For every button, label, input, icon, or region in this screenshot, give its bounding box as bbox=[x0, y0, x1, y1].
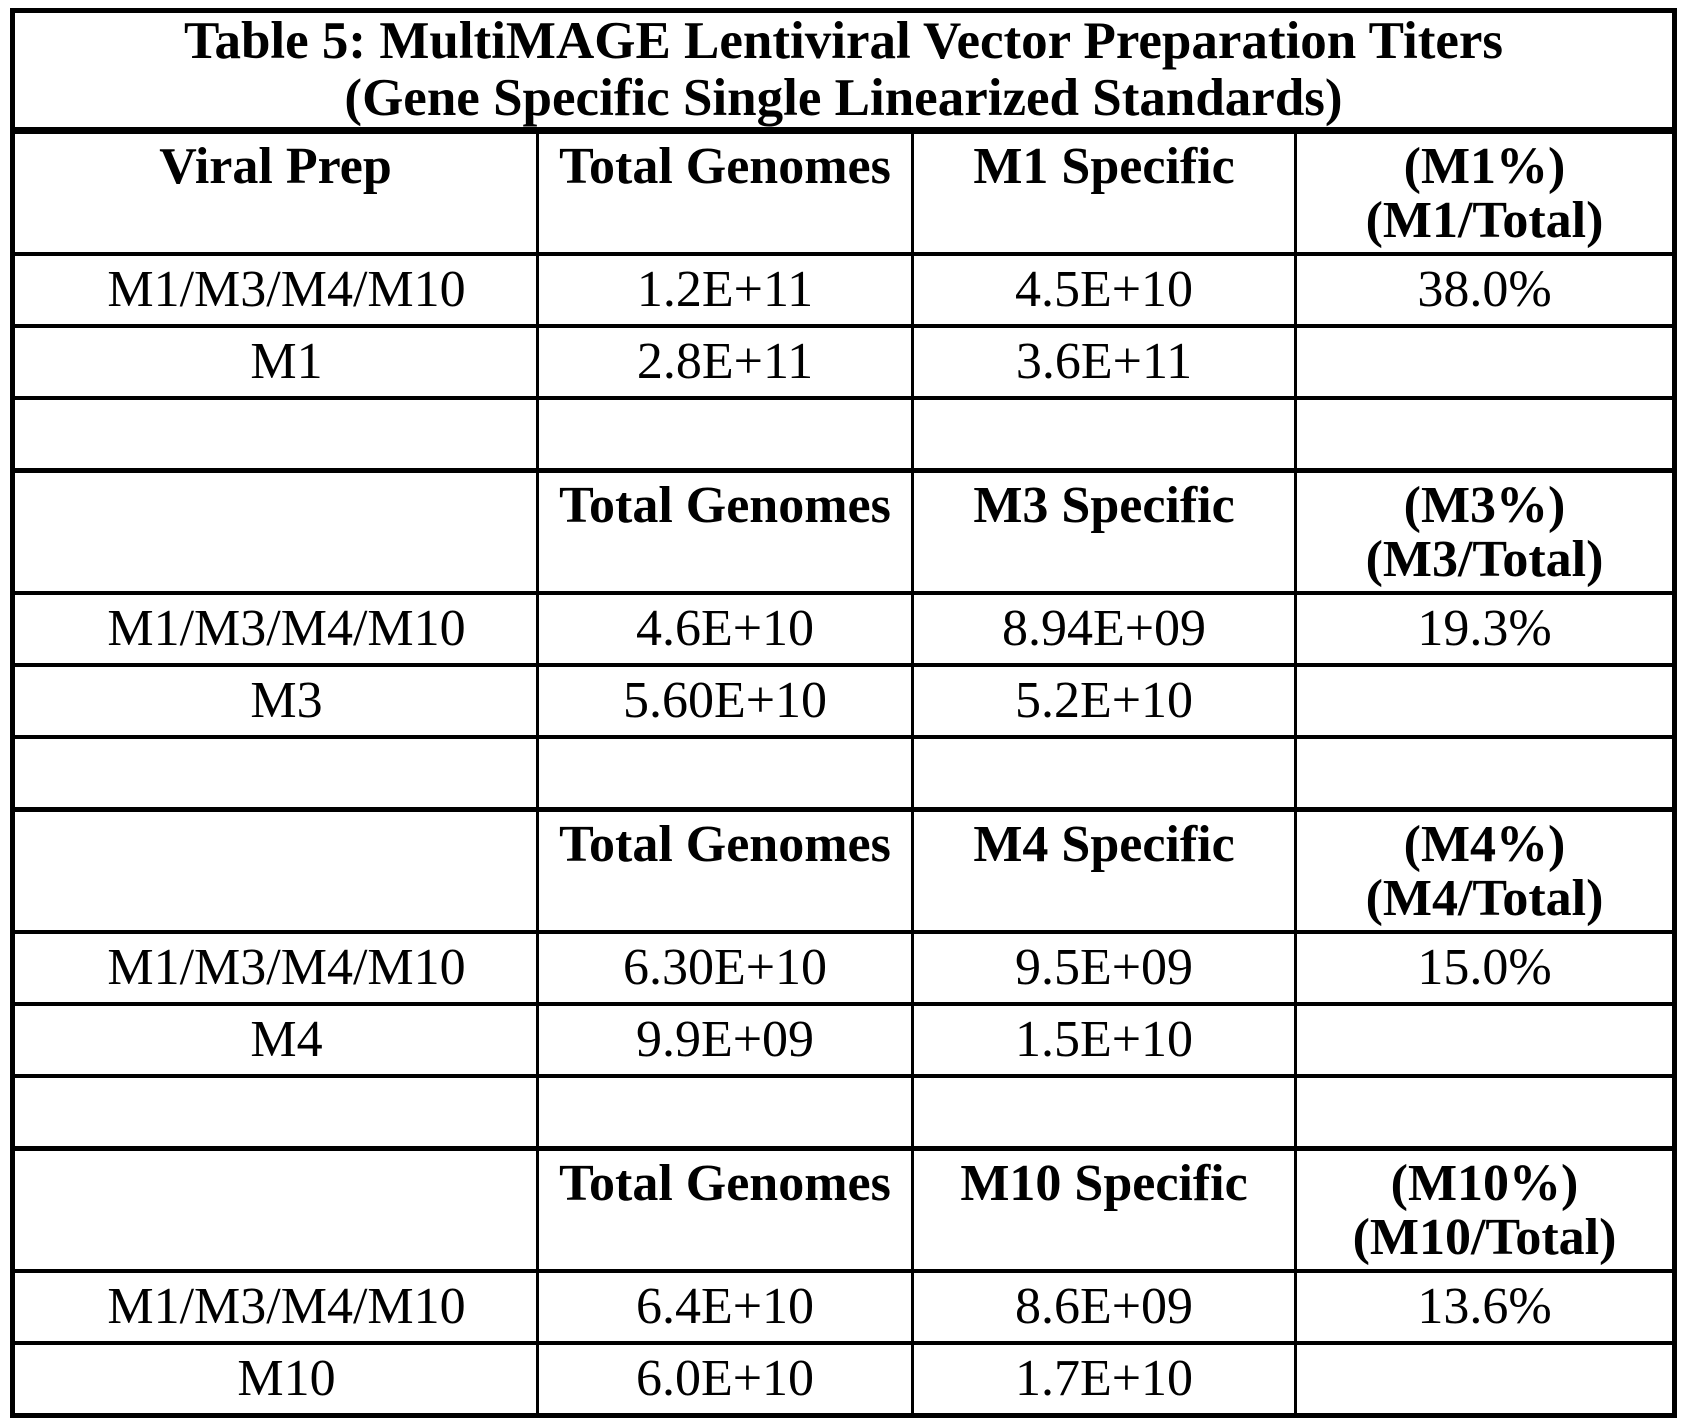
cell-total-genomes: 6.30E+10 bbox=[536, 930, 914, 1006]
cell-specific: 8.6E+09 bbox=[911, 1269, 1297, 1345]
cell-viral-prep: M3 bbox=[11, 663, 539, 739]
header-m4-specific: M4 Specific bbox=[911, 807, 1297, 934]
cell-percent bbox=[1294, 1341, 1676, 1418]
empty-cell bbox=[1294, 396, 1676, 473]
cell-total-genomes: 4.6E+10 bbox=[536, 591, 914, 667]
header-m1-percent-line2: (M1/Total) bbox=[1365, 192, 1604, 249]
empty-cell bbox=[911, 396, 1297, 473]
empty-cell bbox=[911, 1074, 1297, 1151]
spacer-row bbox=[11, 396, 1676, 473]
header-m10-percent-line1: (M10%) bbox=[1390, 1155, 1579, 1212]
table-title-cell: Table 5: MultiMAGE Lentiviral Vector Pre… bbox=[11, 8, 1676, 134]
empty-cell bbox=[11, 1074, 539, 1151]
cell-total-genomes: 6.0E+10 bbox=[536, 1341, 914, 1418]
table-title-line1: Table 5: MultiMAGE Lentiviral Vector Pre… bbox=[183, 12, 1504, 70]
table-title-row: Table 5: MultiMAGE Lentiviral Vector Pre… bbox=[11, 8, 1676, 134]
cell-total-genomes: 2.8E+11 bbox=[536, 324, 914, 400]
cell-percent bbox=[1294, 324, 1676, 400]
table-row: M1/M3/M4/M10 6.4E+10 8.6E+09 13.6% bbox=[11, 1269, 1676, 1345]
table-row: M4 9.9E+09 1.5E+10 bbox=[11, 1002, 1676, 1078]
header-m3-percent-line2: (M3/Total) bbox=[1365, 531, 1604, 588]
cell-viral-prep: M1 bbox=[11, 324, 539, 400]
header-m4-percent-line2: (M4/Total) bbox=[1365, 870, 1604, 927]
table-row: M1/M3/M4/M10 6.30E+10 9.5E+09 15.0% bbox=[11, 930, 1676, 1006]
cell-total-genomes: 9.9E+09 bbox=[536, 1002, 914, 1078]
section-m10-header-row: Total Genomes M10 Specific (M10%) (M10/T… bbox=[11, 1146, 1676, 1273]
table-row: M1/M3/M4/M10 1.2E+11 4.5E+10 38.0% bbox=[11, 252, 1676, 328]
table-row: M3 5.60E+10 5.2E+10 bbox=[11, 663, 1676, 739]
cell-viral-prep: M1/M3/M4/M10 bbox=[11, 1269, 539, 1345]
header-m10-percent-line2: (M10/Total) bbox=[1352, 1209, 1617, 1266]
table-row: M1/M3/M4/M10 4.6E+10 8.94E+09 19.3% bbox=[11, 591, 1676, 667]
cell-viral-prep: M10 bbox=[11, 1341, 539, 1418]
cell-percent: 13.6% bbox=[1294, 1269, 1676, 1345]
header-m10-specific: M10 Specific bbox=[911, 1146, 1297, 1273]
cell-specific: 9.5E+09 bbox=[911, 930, 1297, 1006]
cell-specific: 1.5E+10 bbox=[911, 1002, 1297, 1078]
cell-specific: 8.94E+09 bbox=[911, 591, 1297, 667]
header-m3-percent: (M3%) (M3/Total) bbox=[1294, 468, 1676, 595]
section-m3-header-row: Total Genomes M3 Specific (M3%) (M3/Tota… bbox=[11, 468, 1676, 595]
table-row: M10 6.0E+10 1.7E+10 bbox=[11, 1341, 1676, 1418]
header-m10-percent: (M10%) (M10/Total) bbox=[1294, 1146, 1676, 1273]
cell-total-genomes: 6.4E+10 bbox=[536, 1269, 914, 1345]
cell-percent: 19.3% bbox=[1294, 591, 1676, 667]
header-m4-percent: (M4%) (M4/Total) bbox=[1294, 807, 1676, 934]
cell-viral-prep: M1/M3/M4/M10 bbox=[11, 252, 539, 328]
empty-cell bbox=[1294, 735, 1676, 812]
cell-specific: 4.5E+10 bbox=[911, 252, 1297, 328]
table-title-line2: (Gene Specific Single Linearized Standar… bbox=[344, 69, 1343, 127]
header-m4-percent-line1: (M4%) bbox=[1403, 816, 1566, 873]
empty-cell bbox=[536, 1074, 914, 1151]
cell-specific: 3.6E+11 bbox=[911, 324, 1297, 400]
empty-cell bbox=[536, 735, 914, 812]
header-viral-prep bbox=[11, 807, 539, 934]
cell-percent: 38.0% bbox=[1294, 252, 1676, 328]
header-viral-prep bbox=[11, 468, 539, 595]
cell-total-genomes: 1.2E+11 bbox=[536, 252, 914, 328]
cell-total-genomes: 5.60E+10 bbox=[536, 663, 914, 739]
cell-viral-prep: M4 bbox=[11, 1002, 539, 1078]
cell-viral-prep: M1/M3/M4/M10 bbox=[11, 930, 539, 1006]
cell-percent: 15.0% bbox=[1294, 930, 1676, 1006]
header-viral-prep bbox=[11, 1146, 539, 1273]
header-m3-percent-line1: (M3%) bbox=[1403, 477, 1566, 534]
empty-cell bbox=[536, 396, 914, 473]
header-m3-specific: M3 Specific bbox=[911, 468, 1297, 595]
cell-percent bbox=[1294, 1002, 1676, 1078]
header-total-genomes: Total Genomes bbox=[536, 468, 914, 595]
empty-cell bbox=[11, 396, 539, 473]
section-m4-header-row: Total Genomes M4 Specific (M4%) (M4/Tota… bbox=[11, 807, 1676, 934]
section-m1-header-row: Viral Prep Total Genomes M1 Specific (M1… bbox=[11, 127, 1676, 256]
header-viral-prep: Viral Prep bbox=[11, 127, 539, 256]
header-total-genomes: Total Genomes bbox=[536, 807, 914, 934]
cell-specific: 5.2E+10 bbox=[911, 663, 1297, 739]
empty-cell bbox=[911, 735, 1297, 812]
spacer-row bbox=[11, 735, 1676, 812]
empty-cell bbox=[11, 735, 539, 812]
cell-viral-prep: M1/M3/M4/M10 bbox=[11, 591, 539, 667]
spacer-row bbox=[11, 1074, 1676, 1151]
header-total-genomes: Total Genomes bbox=[536, 127, 914, 256]
lentiviral-titers-table: Table 5: MultiMAGE Lentiviral Vector Pre… bbox=[10, 8, 1677, 1418]
empty-cell bbox=[1294, 1074, 1676, 1151]
header-m1-specific: M1 Specific bbox=[911, 127, 1297, 256]
cell-percent bbox=[1294, 663, 1676, 739]
cell-specific: 1.7E+10 bbox=[911, 1341, 1297, 1418]
header-total-genomes: Total Genomes bbox=[536, 1146, 914, 1273]
header-m1-percent-line1: (M1%) bbox=[1403, 138, 1566, 195]
header-m1-percent: (M1%) (M1/Total) bbox=[1294, 127, 1676, 256]
table-row: M1 2.8E+11 3.6E+11 bbox=[11, 324, 1676, 400]
